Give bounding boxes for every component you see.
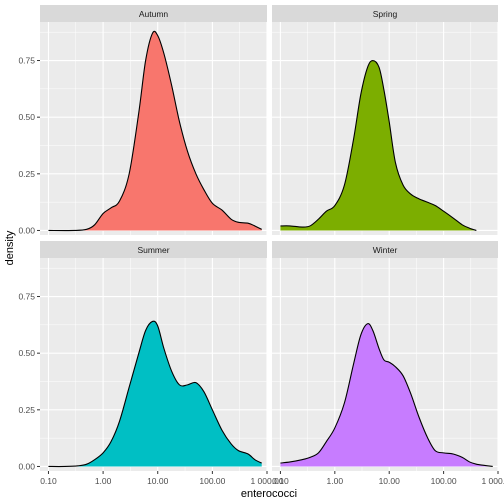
strip-label-spring: Spring — [373, 9, 398, 19]
strip-label-summer: Summer — [137, 245, 169, 255]
density-area-spring — [280, 60, 477, 231]
density-line-spring — [280, 59, 477, 231]
y-tick-label: 0.00 — [18, 225, 35, 235]
y-tick-label: 0.50 — [18, 112, 35, 122]
x-tick-label: 100.00 — [199, 476, 225, 486]
y-tick-label: 0.00 — [18, 461, 35, 471]
x-axis-title: enterococci — [241, 488, 297, 500]
strip-background — [40, 241, 267, 258]
y-tick-label: 0.25 — [18, 405, 35, 415]
x-tick-label: 1.00 — [95, 476, 112, 486]
y-tick-label: 0.75 — [18, 292, 35, 302]
facet-panels: Autumn Spring Summer Winter — [40, 5, 499, 471]
x-tick-label: 1 000.00 — [250, 476, 283, 486]
y-tick-label: 0.50 — [18, 348, 35, 358]
x-tick-label: 1.00 — [327, 476, 344, 486]
y-tick-label: 0.75 — [18, 56, 35, 66]
density-line-autumn — [48, 30, 262, 232]
strip-background — [272, 241, 498, 258]
x-tick-label: 0.10 — [272, 476, 289, 486]
density-line-winter — [280, 323, 493, 468]
x-tick-label: 100.00 — [431, 476, 457, 486]
facet-summer: Summer — [40, 241, 268, 471]
density-area-summer — [48, 321, 262, 467]
x-tick-label: 10.00 — [147, 476, 169, 486]
facet-spring: Spring — [272, 5, 499, 235]
y-axis-title: density — [4, 230, 16, 265]
density-line-summer — [48, 320, 262, 468]
strip-background — [272, 5, 498, 22]
y-tick-label: 0.25 — [18, 169, 35, 179]
strip-background — [40, 5, 267, 22]
strip-label-autumn: Autumn — [139, 9, 169, 19]
x-tick-label: 1 000.00 — [481, 476, 504, 486]
facet-autumn: Autumn — [40, 5, 268, 235]
x-tick-label: 10.00 — [379, 476, 401, 486]
facet-winter: Winter — [272, 241, 499, 471]
strip-label-winter: Winter — [373, 245, 398, 255]
axes: 0.00 0.25 0.50 0.75 0.00 0.25 0.50 0.75 0.10 1.00… — [18, 56, 504, 486]
density-area-autumn — [48, 31, 262, 231]
x-tick-label: 0.10 — [40, 476, 57, 486]
